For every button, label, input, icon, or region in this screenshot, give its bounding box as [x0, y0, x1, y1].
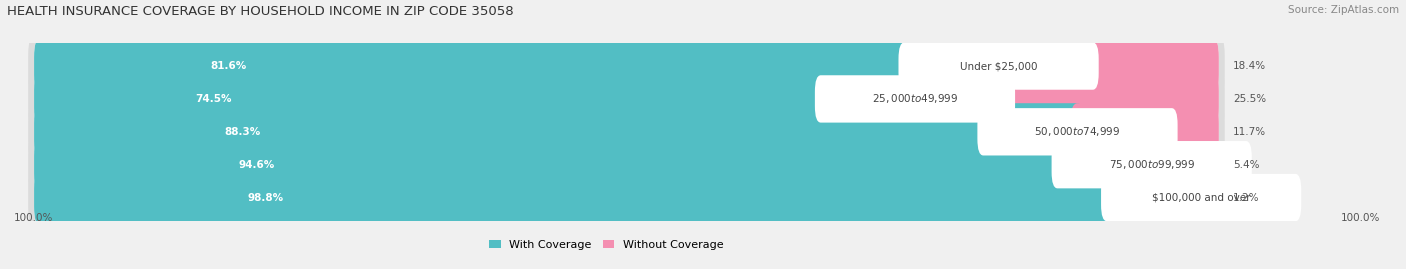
Text: HEALTH INSURANCE COVERAGE BY HOUSEHOLD INCOME IN ZIP CODE 35058: HEALTH INSURANCE COVERAGE BY HOUSEHOLD I…	[7, 5, 513, 18]
FancyBboxPatch shape	[898, 43, 1098, 90]
FancyBboxPatch shape	[28, 95, 1225, 168]
FancyBboxPatch shape	[1070, 103, 1219, 160]
Text: 81.6%: 81.6%	[211, 61, 247, 71]
Text: 100.0%: 100.0%	[1341, 213, 1381, 223]
FancyBboxPatch shape	[34, 37, 1219, 95]
Text: 88.3%: 88.3%	[225, 127, 262, 137]
FancyBboxPatch shape	[815, 75, 1015, 123]
Text: 5.4%: 5.4%	[1233, 160, 1260, 170]
FancyBboxPatch shape	[28, 62, 1225, 135]
FancyBboxPatch shape	[991, 37, 1219, 95]
FancyBboxPatch shape	[34, 70, 1219, 128]
FancyBboxPatch shape	[28, 161, 1225, 234]
Text: 18.4%: 18.4%	[1233, 61, 1265, 71]
FancyBboxPatch shape	[34, 103, 1084, 160]
FancyBboxPatch shape	[34, 136, 1159, 193]
Text: 25.5%: 25.5%	[1233, 94, 1265, 104]
FancyBboxPatch shape	[28, 128, 1225, 201]
FancyBboxPatch shape	[908, 70, 1219, 128]
Text: Under $25,000: Under $25,000	[960, 61, 1038, 71]
Text: 94.6%: 94.6%	[238, 160, 274, 170]
Text: $75,000 to $99,999: $75,000 to $99,999	[1108, 158, 1195, 171]
FancyBboxPatch shape	[977, 108, 1178, 155]
FancyBboxPatch shape	[1052, 141, 1251, 188]
Text: 11.7%: 11.7%	[1233, 127, 1265, 137]
Text: $25,000 to $49,999: $25,000 to $49,999	[872, 93, 957, 105]
FancyBboxPatch shape	[1194, 169, 1219, 226]
FancyBboxPatch shape	[34, 169, 1219, 226]
Text: Source: ZipAtlas.com: Source: ZipAtlas.com	[1288, 5, 1399, 15]
FancyBboxPatch shape	[34, 103, 1219, 160]
FancyBboxPatch shape	[34, 70, 922, 128]
Text: 98.8%: 98.8%	[247, 193, 283, 203]
FancyBboxPatch shape	[34, 37, 1005, 95]
Text: $50,000 to $74,999: $50,000 to $74,999	[1035, 125, 1121, 138]
FancyBboxPatch shape	[34, 136, 1219, 193]
FancyBboxPatch shape	[28, 30, 1225, 102]
Text: 100.0%: 100.0%	[14, 213, 53, 223]
Text: 1.2%: 1.2%	[1233, 193, 1260, 203]
FancyBboxPatch shape	[1101, 174, 1302, 221]
Text: $100,000 and over: $100,000 and over	[1152, 193, 1250, 203]
Text: 74.5%: 74.5%	[195, 94, 232, 104]
FancyBboxPatch shape	[34, 169, 1208, 226]
Legend: With Coverage, Without Coverage: With Coverage, Without Coverage	[485, 235, 728, 254]
FancyBboxPatch shape	[1144, 136, 1219, 193]
